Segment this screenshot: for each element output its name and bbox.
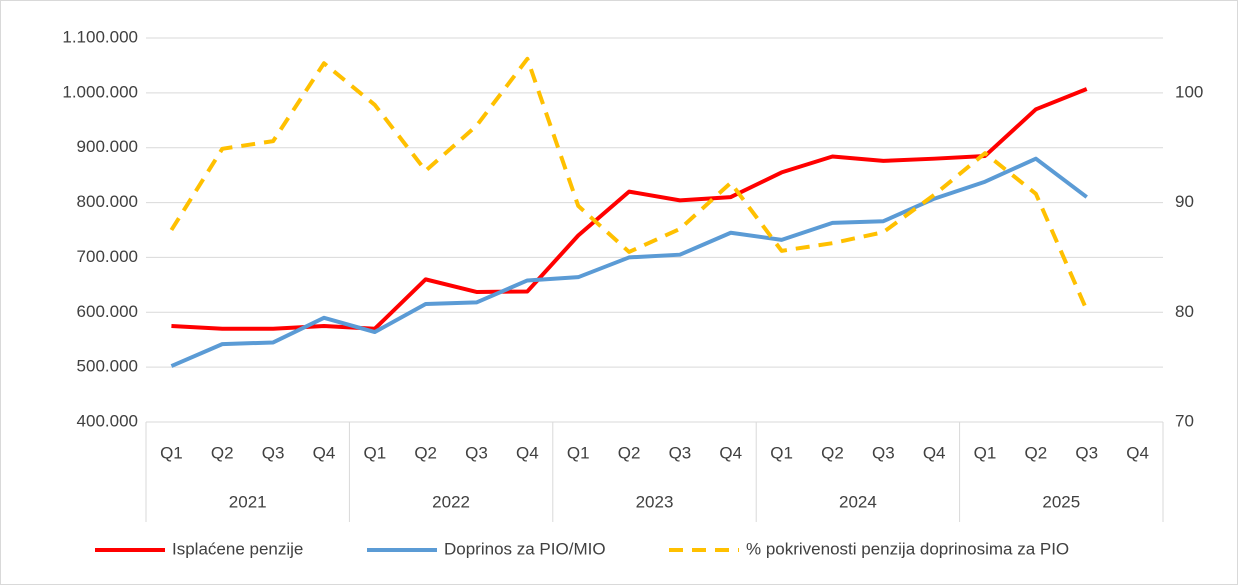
legend-label: Doprinos za PIO/MIO [444, 539, 606, 558]
x-tick-label: Q2 [211, 443, 234, 462]
x-tick-label: Q2 [1025, 443, 1048, 462]
x-group-label: 2024 [839, 492, 877, 511]
series-line [171, 87, 1088, 331]
x-tick-label: Q4 [516, 443, 539, 462]
x-tick-label: Q2 [821, 443, 844, 462]
x-group-label: 2025 [1042, 492, 1080, 511]
y-tick-label: 1.000.000 [62, 82, 138, 101]
y-tick-label: 600.000 [77, 302, 138, 321]
x-tick-label: Q4 [719, 443, 742, 462]
y-tick-label: 400.000 [77, 411, 138, 430]
x-group-label: 2021 [229, 492, 267, 511]
series-line [169, 56, 1089, 311]
y-tick-label: 1.100.000 [62, 27, 138, 46]
y-tick-label: 800.000 [77, 192, 138, 211]
x-tick-label: Q2 [618, 443, 641, 462]
x-group-label: 2022 [432, 492, 470, 511]
series-line [170, 156, 1088, 368]
x-tick-label: Q3 [872, 443, 895, 462]
x-tick-label: Q4 [923, 443, 946, 462]
x-tick-label: Q2 [414, 443, 437, 462]
x-tick-label: Q1 [770, 443, 793, 462]
x-tick-label: Q1 [160, 443, 183, 462]
y-tick-label: 500.000 [77, 357, 138, 376]
y2-tick-label: 70 [1175, 411, 1194, 430]
x-tick-label: Q3 [465, 443, 488, 462]
x-tick-label: Q1 [363, 443, 386, 462]
y2-tick-label: 90 [1175, 192, 1194, 211]
x-tick-label: Q4 [1126, 443, 1149, 462]
x-group-label: 2023 [636, 492, 674, 511]
x-tick-label: Q4 [313, 443, 336, 462]
x-tick-label: Q1 [567, 443, 590, 462]
legend-label: Isplaćene penzije [172, 539, 303, 558]
y-tick-label: 700.000 [77, 247, 138, 266]
x-tick-label: Q3 [1075, 443, 1098, 462]
y2-tick-label: 80 [1175, 302, 1194, 321]
y-tick-label: 900.000 [77, 137, 138, 156]
legend-label: % pokrivenosti penzija doprinosima za PI… [746, 539, 1069, 558]
y2-tick-label: 100 [1175, 82, 1203, 101]
x-tick-label: Q3 [262, 443, 285, 462]
x-tick-label: Q1 [974, 443, 997, 462]
x-tick-label: Q3 [669, 443, 692, 462]
